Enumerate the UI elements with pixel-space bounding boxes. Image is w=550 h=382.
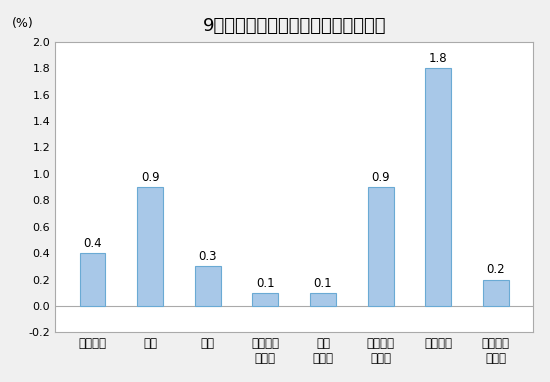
- Text: 0.9: 0.9: [371, 171, 390, 184]
- Title: 9月份居民消費價格分類別環比漲跌幅: 9月份居民消費價格分類別環比漲跌幅: [202, 17, 386, 35]
- Text: 0.2: 0.2: [487, 263, 505, 276]
- Bar: [425, 68, 451, 306]
- Bar: [483, 280, 509, 306]
- Text: 0.1: 0.1: [314, 277, 332, 290]
- Text: 0.3: 0.3: [199, 250, 217, 263]
- Text: 1.8: 1.8: [429, 52, 448, 65]
- Bar: [252, 293, 278, 306]
- Text: 0.9: 0.9: [141, 171, 160, 184]
- Bar: [80, 253, 106, 306]
- Bar: [195, 266, 221, 306]
- Bar: [310, 293, 336, 306]
- Text: (%): (%): [12, 17, 34, 30]
- Bar: [367, 187, 394, 306]
- Text: 0.4: 0.4: [83, 237, 102, 250]
- Bar: [137, 187, 163, 306]
- Text: 0.1: 0.1: [256, 277, 274, 290]
